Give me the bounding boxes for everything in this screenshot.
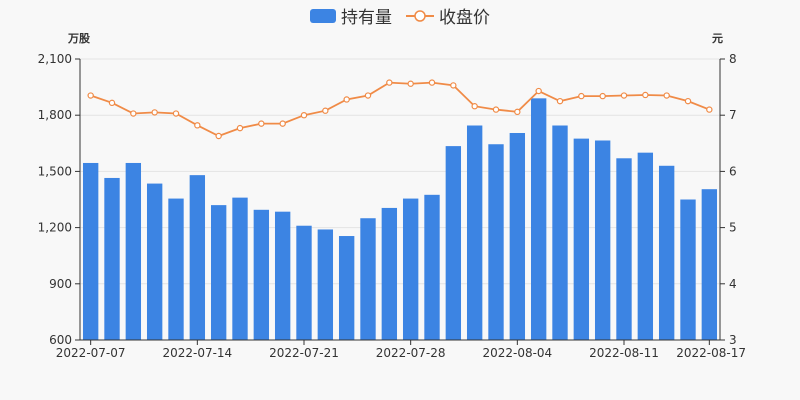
x-tick-label: 2022-07-21 — [269, 346, 339, 360]
bar — [360, 218, 376, 340]
bar — [125, 162, 142, 340]
bar — [488, 144, 504, 340]
bar — [701, 189, 718, 340]
legend: 持有量 收盘价 — [0, 3, 800, 28]
price-point — [300, 111, 308, 119]
bar — [82, 162, 99, 340]
price-line — [90, 81, 710, 137]
y-left-tick-label: 600 — [49, 333, 72, 347]
bar — [381, 207, 398, 340]
price-point — [428, 79, 436, 86]
price-point — [407, 80, 414, 87]
bar — [232, 197, 248, 340]
bar — [402, 198, 419, 340]
price-point — [663, 92, 670, 99]
price-point — [514, 108, 521, 116]
price-point — [684, 97, 692, 105]
y-right-tick-label: 4 — [729, 277, 737, 291]
legend-line-swatch — [406, 9, 434, 22]
price-point — [322, 107, 329, 114]
price-point — [172, 110, 180, 117]
y-left-tick-label: 1,500 — [38, 164, 72, 178]
bar — [104, 177, 120, 340]
y-right-tick-label: 6 — [729, 164, 737, 178]
bar — [189, 175, 206, 340]
price-point — [364, 92, 372, 99]
y-left-tick-label: 1,200 — [38, 221, 72, 235]
x-tick-label: 2022-08-04 — [482, 346, 552, 360]
price-point — [450, 82, 457, 89]
bar — [445, 146, 462, 340]
right-axis-unit: 元 — [712, 32, 723, 45]
y-right-tick-label: 5 — [729, 221, 737, 235]
bar — [253, 209, 270, 340]
price-point — [343, 96, 350, 103]
price-point — [535, 87, 542, 95]
x-tick-label: 2022-08-11 — [589, 346, 659, 360]
x-tick-label: 2022-08-17 — [676, 346, 746, 360]
x-tick-label: 2022-07-14 — [162, 346, 232, 360]
y-left-tick-label: 2,100 — [38, 52, 72, 66]
legend-item-holdings[interactable]: 持有量 — [310, 3, 392, 28]
bar — [616, 158, 632, 340]
bar — [146, 183, 163, 340]
bar — [210, 205, 227, 340]
legend-label-close-price: 收盘价 — [439, 8, 490, 28]
price-point — [236, 124, 244, 132]
price-point — [492, 106, 500, 113]
y-right-tick-label: 7 — [729, 108, 737, 122]
bar — [317, 229, 334, 340]
bar — [168, 198, 184, 340]
bar — [530, 98, 547, 340]
price-point — [620, 92, 628, 99]
price-point — [386, 79, 393, 86]
left-axis-unit: 万股 — [68, 32, 90, 45]
price-point — [706, 106, 713, 113]
price-point — [258, 120, 265, 127]
price-point — [279, 120, 286, 127]
y-right-tick-label: 8 — [729, 52, 737, 66]
price-point — [130, 110, 137, 117]
y-left-tick-label: 900 — [49, 277, 72, 291]
y-right-tick-label: 3 — [729, 333, 737, 347]
price-point — [578, 92, 585, 100]
price-point — [471, 103, 478, 110]
bar — [424, 194, 440, 340]
legend-label-holdings: 持有量 — [341, 8, 392, 28]
price-point — [108, 99, 116, 107]
price-point — [194, 122, 201, 129]
bar — [658, 165, 675, 340]
price-point — [599, 92, 606, 100]
legend-item-close-price[interactable]: 收盘价 — [406, 3, 490, 28]
price-point — [215, 132, 222, 140]
y-left-tick-label: 1,800 — [38, 108, 72, 122]
bar — [637, 152, 654, 340]
bar — [466, 125, 483, 341]
bar — [680, 199, 696, 340]
price-point — [87, 92, 94, 99]
bar — [338, 236, 355, 340]
x-tick-label: 2022-07-07 — [56, 346, 126, 360]
bar — [509, 132, 526, 340]
price-point — [151, 109, 158, 116]
legend-bar-swatch — [310, 8, 336, 23]
bar — [552, 125, 568, 341]
bar — [296, 225, 312, 340]
bar — [274, 211, 291, 340]
price-point — [642, 91, 649, 99]
price-point — [556, 97, 564, 105]
bar — [573, 138, 590, 340]
x-tick-label: 2022-07-28 — [376, 346, 446, 360]
bar — [594, 140, 611, 340]
